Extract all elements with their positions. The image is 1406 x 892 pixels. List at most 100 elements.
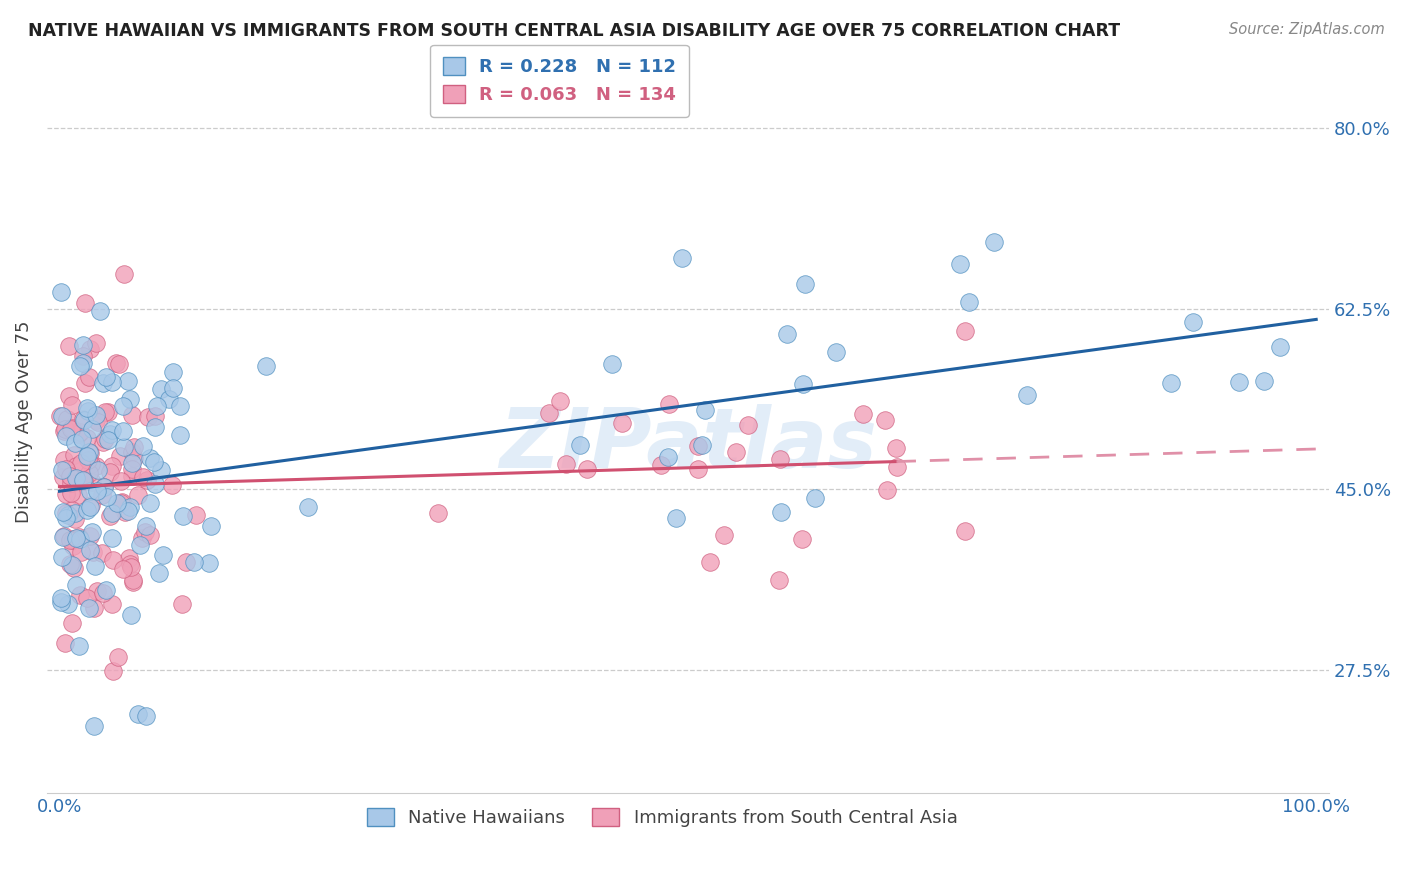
Point (713, 528, 735, 542)
Point (91, 376, 114, 390)
Point (129, 538, 152, 552)
Point (852, 408, 875, 422)
Point (200, 519, 222, 533)
Point (145, 399, 167, 413)
Point (122, 574, 145, 588)
Point (110, 474, 132, 488)
Point (657, 450, 679, 464)
Point (112, 424, 135, 438)
Point (127, 488, 149, 502)
Point (124, 451, 146, 466)
Point (1227, 376, 1250, 390)
Point (138, 451, 160, 466)
Point (101, 375, 124, 389)
Point (66, 427, 89, 442)
Point (96, 490, 118, 504)
Point (58, 597, 80, 611)
Point (51, 409, 73, 424)
Text: Source: ZipAtlas.com: Source: ZipAtlas.com (1229, 22, 1385, 37)
Point (65, 578, 87, 592)
Point (91, 545, 114, 559)
Point (96, 370, 118, 384)
Point (103, 553, 125, 567)
Point (52, 530, 75, 544)
Point (49, 409, 72, 423)
Point (62, 533, 84, 547)
Point (93, 405, 115, 419)
Point (84, 408, 107, 422)
Point (169, 400, 191, 414)
Point (139, 527, 162, 541)
Point (650, 458, 672, 472)
Point (172, 597, 194, 611)
Point (69, 425, 91, 439)
Point (117, 374, 139, 388)
Point (657, 397, 679, 411)
Point (69, 532, 91, 546)
Point (1181, 315, 1204, 329)
Point (183, 555, 205, 569)
Point (569, 438, 592, 452)
Point (122, 440, 145, 454)
Point (69, 588, 91, 602)
Point (52, 529, 75, 543)
Point (98, 465, 121, 479)
Point (101, 665, 124, 679)
Point (55, 487, 77, 501)
Point (162, 366, 184, 380)
Point (86, 583, 108, 598)
Point (77, 601, 100, 615)
Point (548, 393, 571, 408)
Point (100, 426, 122, 441)
Point (72, 350, 94, 364)
Point (132, 439, 155, 453)
Point (97, 405, 120, 419)
Point (120, 560, 142, 574)
Point (157, 392, 180, 406)
Point (145, 477, 167, 491)
Point (600, 357, 623, 371)
Point (97, 433, 120, 447)
Point (63, 436, 86, 450)
Point (111, 399, 134, 413)
Point (794, 277, 817, 292)
Point (127, 707, 149, 722)
Point (66, 488, 89, 502)
Point (98, 508, 121, 523)
Point (67, 475, 90, 489)
Point (51, 463, 73, 477)
Point (91, 586, 114, 600)
Point (60, 398, 83, 412)
Point (575, 461, 598, 475)
Point (79, 483, 101, 498)
Point (59, 485, 82, 500)
Point (72, 432, 94, 446)
Point (67, 639, 90, 653)
Point (51, 549, 73, 564)
Point (121, 408, 143, 422)
Point (610, 416, 633, 430)
Point (953, 524, 976, 539)
Point (59, 468, 82, 483)
Point (139, 496, 162, 510)
Point (118, 551, 141, 566)
Point (825, 345, 848, 359)
Point (142, 454, 165, 468)
Point (63, 448, 86, 462)
Point (134, 525, 156, 540)
Point (537, 405, 560, 419)
Point (120, 557, 142, 571)
Point (77, 445, 100, 459)
Point (122, 575, 145, 590)
Point (93, 480, 115, 494)
Point (79, 446, 101, 460)
Point (131, 531, 153, 545)
Point (136, 474, 159, 488)
Text: ZIPatlas: ZIPatlas (499, 404, 877, 484)
Point (80, 524, 103, 539)
Point (143, 420, 166, 434)
Point (1160, 376, 1182, 391)
Point (150, 463, 173, 477)
Point (699, 555, 721, 569)
Point (76, 591, 98, 605)
